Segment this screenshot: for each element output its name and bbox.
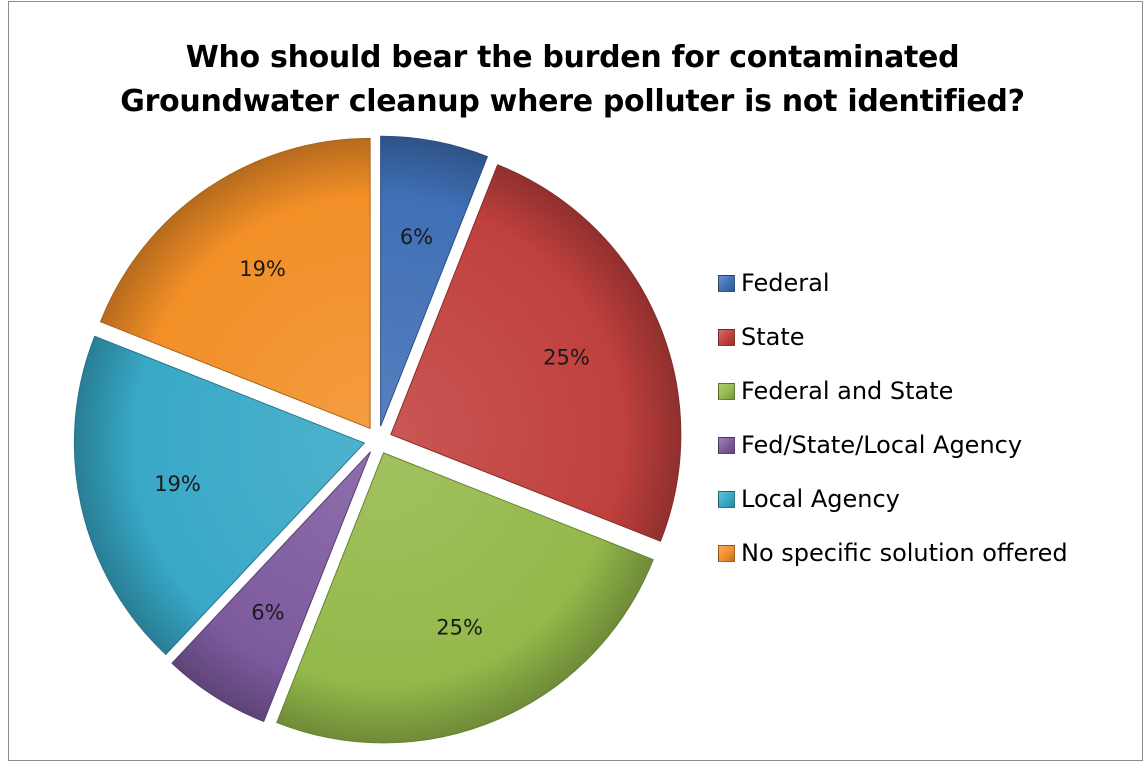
legend-swatch-federal [718,274,735,292]
chart-title-line-1: Who should bear the burden for contamina… [185,40,960,75]
pie-slices [73,135,682,744]
data-label-federal: 6% [400,225,433,249]
legend-swatch-fed-state-local-agency [718,436,735,454]
legend-label-federal-and-state: Federal and State [741,377,954,405]
legend-item-fed-state-local-agency: Fed/State/Local Agency [718,418,1068,472]
data-label-fed-state-local-agency: 6% [251,600,284,624]
chart-title: Who should bear the burden for contamina… [0,36,1145,124]
pie-slice-federal-and-state [276,452,654,744]
pie-slice-no-specific-solution-offered [99,137,371,430]
legend-item-federal: Federal [718,256,1068,310]
data-label-federal-and-state: 25% [436,616,483,640]
legend-swatch-state [718,328,735,346]
pie-labels: 6% 25% 25% 6% 19% 19% [154,225,590,639]
legend-item-state: State [718,310,1068,364]
legend-label-federal: Federal [741,269,830,297]
pie-slice-state [390,164,682,542]
pie-slice-federal [380,135,489,427]
data-label-no-specific-solution-offered: 19% [239,257,286,281]
legend: Federal State Federal and State Fed/Stat… [718,256,1068,580]
pie-slice-local-agency [73,335,366,656]
legend-swatch-no-specific-solution [718,544,735,562]
legend-item-no-specific-solution: No specific solution offered [718,526,1068,580]
pie-slice-fed-state-local-agency [171,451,371,723]
data-label-state: 25% [543,345,590,369]
chart-title-line-2: Groundwater cleanup where polluter is no… [120,84,1025,119]
legend-item-federal-and-state: Federal and State [718,364,1068,418]
legend-label-no-specific-solution: No specific solution offered [741,539,1068,567]
legend-label-state: State [741,323,805,351]
data-label-local-agency: 19% [154,472,201,496]
legend-label-fed-state-local-agency: Fed/State/Local Agency [741,431,1023,459]
legend-swatch-federal-and-state [718,382,735,400]
legend-item-local-agency: Local Agency [718,472,1068,526]
legend-swatch-local-agency [718,490,735,508]
legend-label-local-agency: Local Agency [741,485,900,513]
